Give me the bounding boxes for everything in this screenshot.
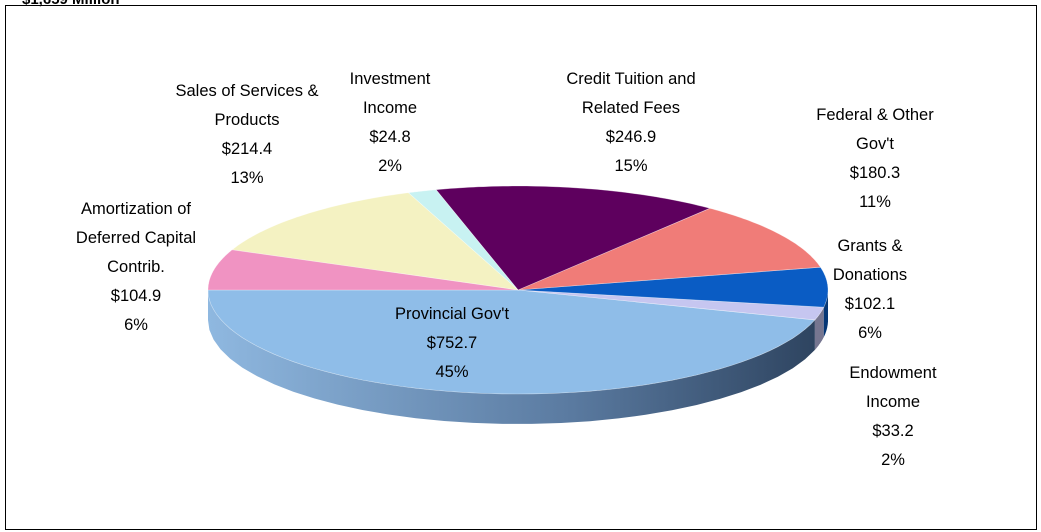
slice-value: $104.9: [110, 287, 162, 305]
slice-percent: 13%: [230, 169, 264, 187]
slice-percent: 45%: [435, 363, 469, 381]
chart-border: [5, 5, 1037, 530]
slice-value: $752.7: [426, 334, 478, 352]
slice-name: Sales of Services & Products: [175, 82, 319, 129]
slice-side: [823, 290, 828, 338]
slice-name: Amortization of Deferred Capital Contrib…: [75, 200, 197, 276]
slice-value: $24.8: [369, 128, 411, 146]
slice-name: Endowment Income: [849, 364, 937, 411]
data-label: Endowment Income $33.2 2%: [838, 359, 948, 475]
pie-slice: [207, 289, 816, 395]
slice-side: [814, 307, 824, 350]
pie-slice: [517, 266, 829, 308]
slice-percent: 6%: [124, 316, 148, 334]
chart-title: $1,659 Million: [22, 0, 120, 8]
slice-percent: 15%: [614, 157, 648, 175]
slice-value: $246.9: [605, 128, 657, 146]
pie-slice: [517, 207, 822, 291]
pie-slice: [435, 185, 711, 291]
data-label: Amortization of Deferred Capital Contrib…: [61, 195, 211, 340]
slice-percent: 2%: [881, 451, 905, 469]
data-label: Sales of Services & Products $214.4 13%: [172, 77, 322, 193]
data-label: Grants & Donations $102.1 6%: [820, 232, 920, 348]
data-label: Provincial Gov't $752.7 45%: [352, 300, 552, 387]
slice-side: [208, 290, 815, 424]
slice-value: $214.4: [221, 140, 273, 158]
pie-slice: [231, 192, 519, 291]
data-label: Investment Income $24.8 2%: [340, 65, 440, 181]
slice-value: $33.2: [872, 422, 914, 440]
data-label: Federal & Other Gov't $180.3 11%: [805, 101, 945, 217]
slice-name: Grants & Donations: [832, 237, 908, 284]
slice-name: Credit Tuition and Related Fees: [566, 70, 696, 117]
slice-percent: 2%: [378, 157, 402, 175]
pie-slice: [517, 289, 825, 321]
slice-name: Investment Income: [349, 70, 431, 117]
data-label: Credit Tuition and Related Fees $246.9 15%: [546, 65, 716, 181]
pie-sides: [208, 290, 828, 424]
slice-value: $180.3: [849, 164, 901, 182]
slice-name: Provincial Gov't: [394, 305, 510, 323]
slice-name: Federal & Other Gov't: [816, 106, 934, 153]
pie-slice: [407, 189, 519, 291]
slice-value: $102.1: [844, 295, 896, 313]
pie-slice: [207, 249, 519, 291]
slice-percent: 6%: [858, 324, 882, 342]
slice-percent: 11%: [859, 193, 891, 211]
